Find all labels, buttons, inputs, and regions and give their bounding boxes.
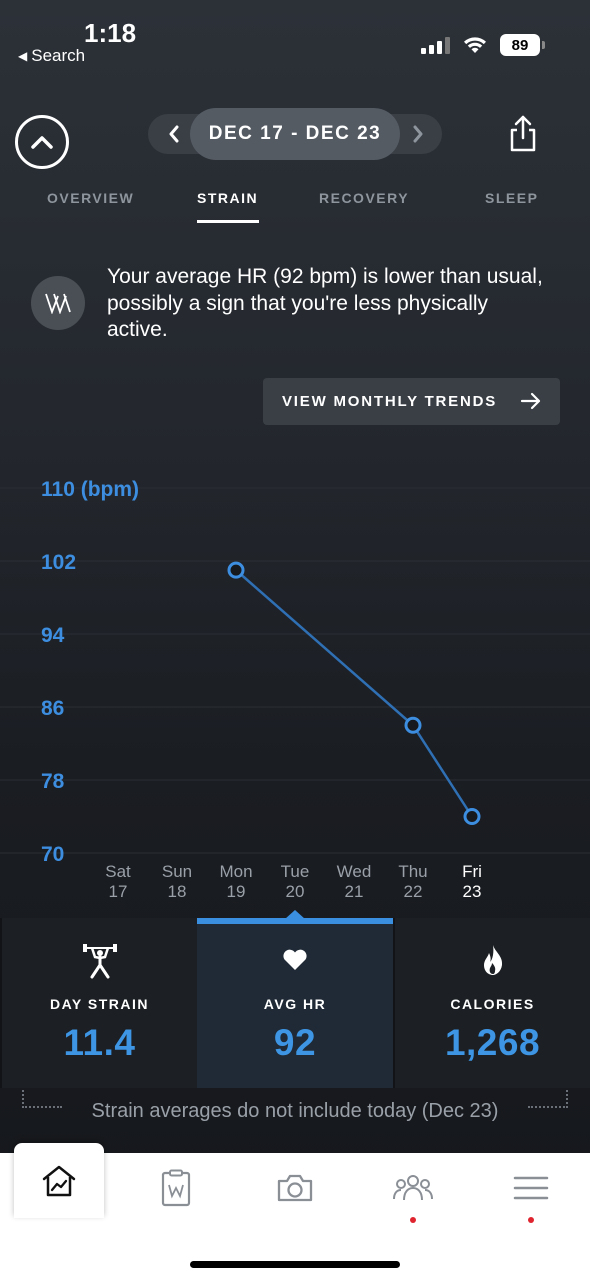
x-tick-date: 18 (168, 882, 187, 901)
tab-overview[interactable]: OVERVIEW (47, 190, 135, 206)
x-tick-date: 21 (345, 882, 364, 901)
calories-card[interactable]: CALORIES 1,268 (395, 918, 590, 1088)
community-icon (393, 1175, 433, 1201)
journal-icon (161, 1169, 191, 1207)
weightlifter-icon (80, 940, 120, 980)
collapse-button[interactable] (15, 115, 69, 169)
calories-label: CALORIES (450, 996, 535, 1012)
x-tick-day: Sun (162, 862, 192, 881)
camera-icon (277, 1174, 313, 1202)
next-week-button[interactable] (408, 118, 428, 150)
data-point (404, 716, 422, 734)
y-tick-label: 70 (41, 843, 64, 866)
section-tabs: OVERVIEW STRAIN RECOVERY SLEEP (0, 190, 590, 220)
tab-sleep[interactable]: SLEEP (485, 190, 539, 206)
battery-indicator: 89 (500, 34, 545, 56)
x-tick-day: Fri (462, 862, 482, 881)
community-badge (410, 1217, 416, 1223)
x-tick-date: 17 (109, 882, 128, 901)
wifi-icon (464, 37, 486, 53)
heart-icon (275, 940, 315, 980)
avg-hr-card[interactable]: AVG HR 92 (197, 918, 393, 1088)
note-bracket-left (22, 1090, 62, 1108)
note-bracket-right (528, 1090, 568, 1108)
nav-camera[interactable] (250, 1153, 340, 1223)
y-tick-label: 94 (41, 624, 65, 647)
share-icon (510, 115, 536, 152)
metrics-panel: DAY STRAIN 11.4 AVG HR 92 CALORIES 1,268 (0, 918, 590, 1088)
whoop-logo-icon (31, 276, 85, 330)
nav-menu[interactable] (486, 1153, 576, 1223)
previous-week-button[interactable] (164, 118, 184, 150)
strain-average-note: Strain averages do not include today (De… (91, 1100, 499, 1122)
status-indicators: 89 (421, 34, 545, 56)
back-to-search-link[interactable]: ◀ Search (18, 46, 85, 66)
active-tab-indicator (197, 220, 259, 223)
y-tick-label: 78 (41, 770, 65, 793)
avg-hr-label: AVG HR (263, 996, 327, 1012)
calories-value: 1,268 (444, 1022, 541, 1063)
arrow-right-icon (520, 392, 541, 410)
nav-home[interactable] (14, 1143, 104, 1218)
x-tick-date: 22 (404, 882, 423, 901)
x-tick-day: Wed (337, 862, 372, 881)
flame-icon (473, 940, 513, 980)
data-point (463, 808, 481, 825)
data-point (227, 561, 245, 579)
menu-badge (528, 1217, 534, 1223)
cellular-signal-icon (421, 36, 450, 54)
chevron-right-icon (413, 125, 423, 143)
chevron-left-icon (169, 125, 179, 143)
x-tick-day: Tue (281, 862, 310, 881)
view-monthly-trends-button[interactable]: VIEW MONTHLY TRENDS (263, 378, 560, 425)
nav-community[interactable] (368, 1153, 458, 1223)
status-bar: 1:18 ◀ Search 89 (0, 0, 590, 80)
bottom-navigation (0, 1143, 590, 1280)
back-label: Search (31, 46, 86, 65)
tab-strain[interactable]: STRAIN (197, 190, 259, 206)
date-range-label[interactable]: DEC 17 - DEC 23 (190, 108, 400, 160)
share-button[interactable] (508, 114, 538, 154)
x-tick-day: Mon (219, 862, 252, 881)
x-tick-day: Thu (398, 862, 427, 881)
nav-journal[interactable] (131, 1153, 221, 1223)
selected-metric-indicator (197, 910, 393, 924)
menu-icon (513, 1176, 549, 1200)
y-tick-label: 86 (41, 697, 64, 720)
avg-hr-value: 92 (273, 1022, 317, 1063)
day-strain-card[interactable]: DAY STRAIN 11.4 (2, 918, 197, 1088)
home-trends-icon (42, 1165, 76, 1196)
status-time: 1:18 (84, 18, 137, 48)
x-tick-day: Sat (105, 862, 131, 881)
trends-button-label: VIEW MONTHLY TRENDS (282, 393, 498, 410)
tab-recovery[interactable]: RECOVERY (319, 190, 410, 206)
x-tick-date: 20 (286, 882, 305, 901)
x-tick-date: 19 (227, 882, 246, 901)
chevron-up-icon (31, 136, 53, 149)
back-triangle-icon: ◀ (18, 49, 28, 63)
home-indicator (190, 1261, 400, 1268)
y-tick-label: 102 (41, 551, 76, 574)
y-axis-title: 110 (bpm) (41, 478, 139, 501)
insight-message: Your average HR (92 bpm) is lower than u… (107, 265, 543, 341)
day-strain-label: DAY STRAIN (49, 996, 150, 1012)
x-tick-date: 23 (463, 882, 482, 901)
day-strain-value: 11.4 (63, 1022, 136, 1063)
